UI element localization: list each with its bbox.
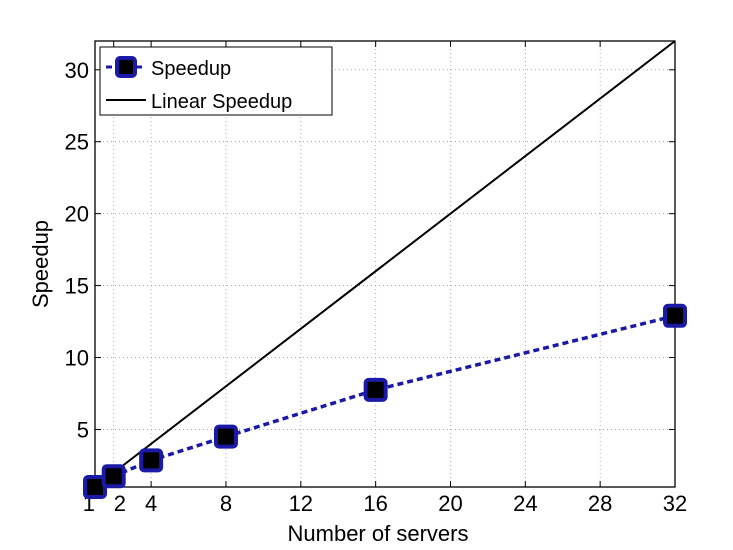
x-axis-label: Number of servers xyxy=(288,521,469,546)
speedup-point-marker xyxy=(213,424,238,449)
plot-frame xyxy=(94,40,676,488)
legend-linear-label: Linear Speedup xyxy=(151,91,292,113)
speedup-point-marker xyxy=(101,464,126,489)
legend: Speedup Linear Speedup xyxy=(99,46,333,116)
x-tick-label: 20 xyxy=(438,491,462,516)
y-tick-label: 30 xyxy=(65,58,89,83)
x-tick-label: 32 xyxy=(663,491,687,516)
speedup-point-marker xyxy=(139,448,164,473)
legend-speedup-marker xyxy=(115,56,137,78)
y-tick-label: 10 xyxy=(65,346,89,371)
legend-box xyxy=(99,46,333,116)
series-line-speedup xyxy=(94,314,676,489)
y-axis-label: Speedup xyxy=(28,220,53,308)
series-line-linear-speedup xyxy=(94,40,676,488)
legend-speedup-label: Speedup xyxy=(151,58,231,80)
y-tick-label: 15 xyxy=(65,274,89,299)
x-tick-label: 24 xyxy=(513,491,537,516)
y-tick-label: 25 xyxy=(65,130,89,155)
x-tick-label: 4 xyxy=(145,491,157,516)
x-tick-label: 2 xyxy=(114,491,126,516)
speedup-point-marker xyxy=(663,303,687,328)
x-tick-label: 28 xyxy=(588,491,612,516)
y-tick-label: 20 xyxy=(65,202,89,227)
y-tick-label: 5 xyxy=(77,417,89,442)
x-tick-label: 12 xyxy=(289,491,313,516)
speedup-point-marker xyxy=(363,377,388,402)
x-tick-label: 16 xyxy=(363,491,387,516)
x-tick-label: 8 xyxy=(220,491,232,516)
series-layer xyxy=(83,40,687,499)
